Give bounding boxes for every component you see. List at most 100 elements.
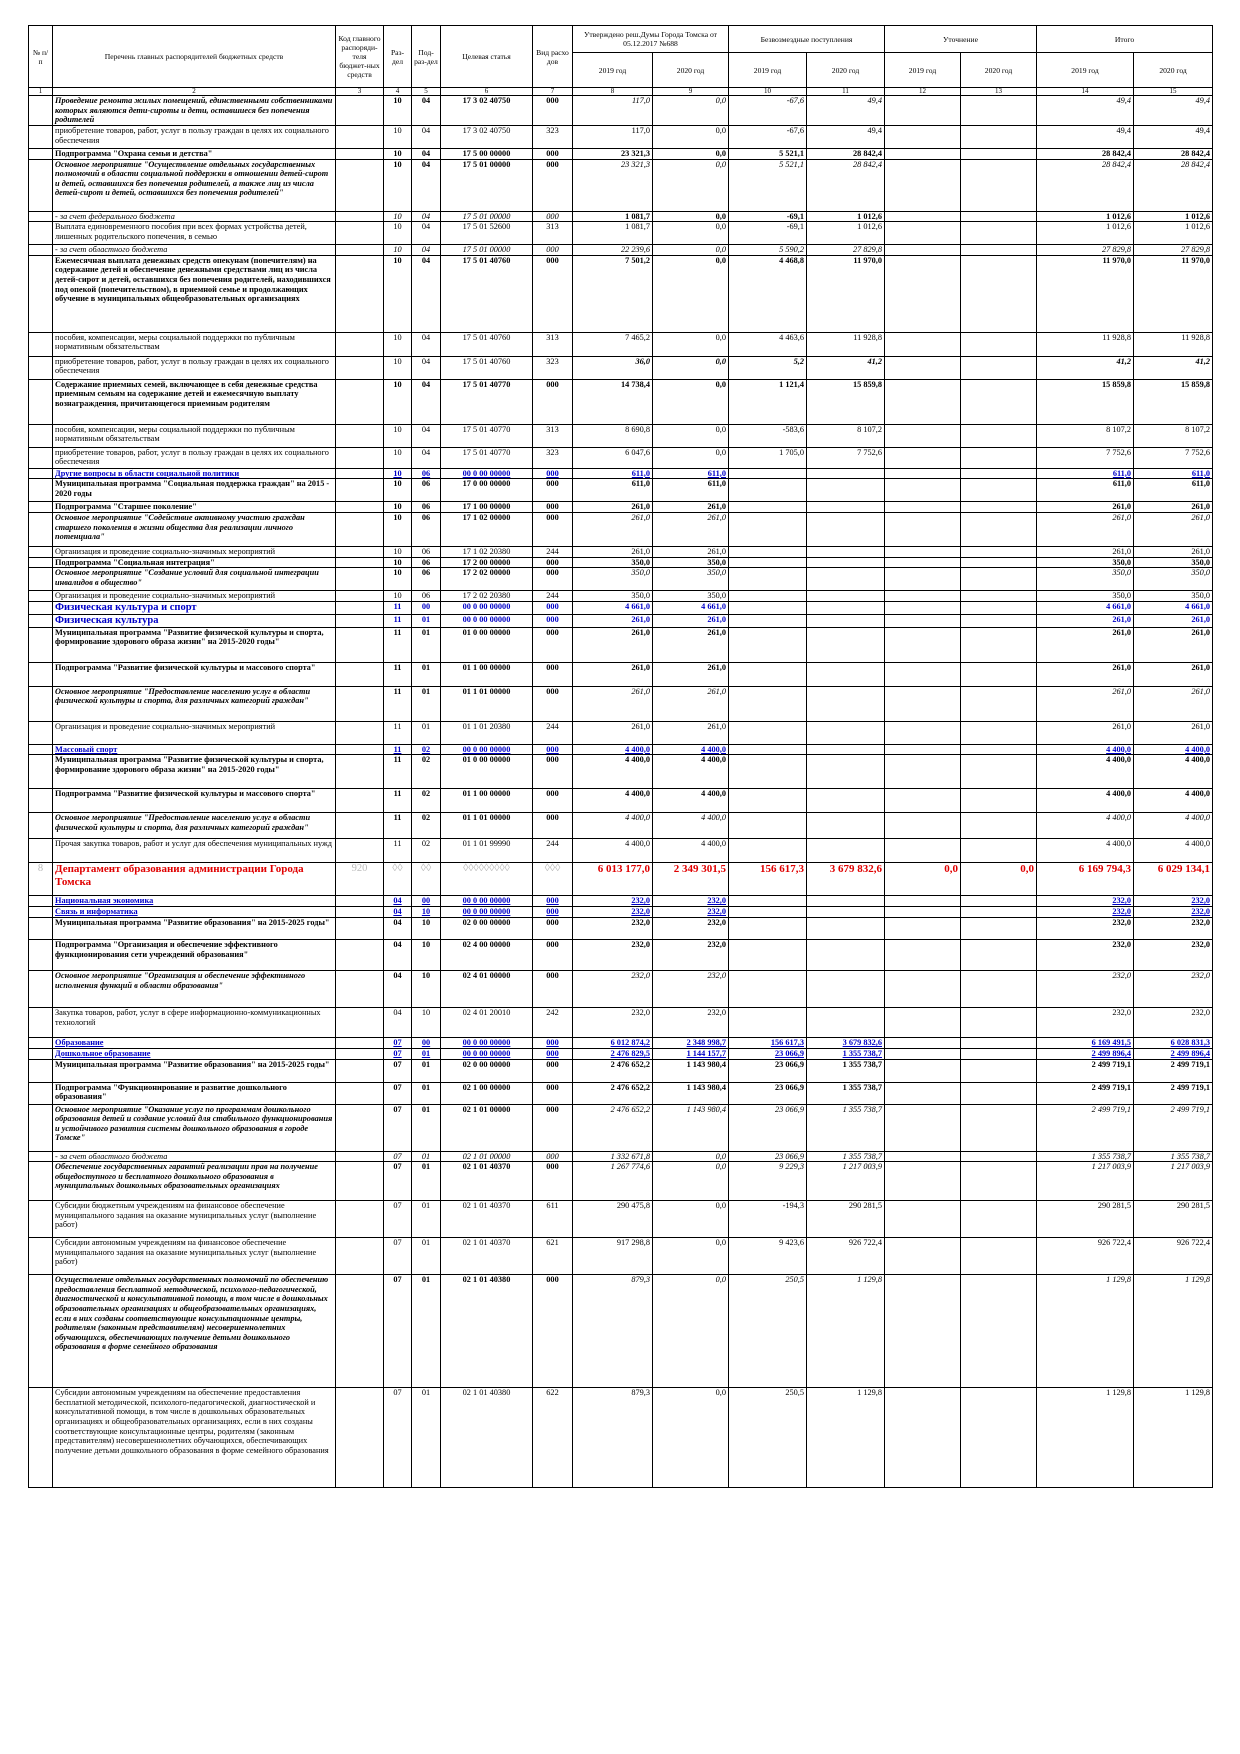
section: 07 [383,1081,412,1105]
total-2020: 611,0 [1133,478,1214,503]
target-article: 17 5 01 00000 [440,210,533,223]
grants-2020 [805,661,886,687]
target-article: 02 1 01 00000 [440,1103,533,1152]
grants-2019 [728,501,807,513]
item-name: Организация и проведение социально-значи… [52,720,336,745]
target-article: 00 0 00 00000 [440,467,533,480]
adjustment-2020 [960,1047,1038,1060]
total-2019: 4 661,0 [1036,600,1135,615]
grants-2020: 49,4 [805,95,886,126]
approved-2019: 350,0 [572,590,653,602]
grants-2020 [805,720,886,745]
total-2020: 232,0 [1133,969,1214,1008]
grants-2019 [728,661,807,687]
header-cell: Код главного распоряди-теля бюджет-ных с… [335,25,384,88]
grants-2020 [805,478,886,503]
grants-2020: 290 281,5 [805,1200,886,1239]
grants-2020: 926 722,4 [805,1237,886,1276]
adjustment-2020 [960,916,1038,940]
target-article: 17 5 01 00000 [440,244,533,256]
target-article: 00 0 00 00000 [440,743,533,756]
total-2020: 1 217 003,9 [1133,1161,1214,1202]
table-row: Подпрограмма "Социальная интеграция" 10 06… [28,556,1214,569]
expense-kind: 000 [532,812,573,840]
manager-code [335,1161,384,1202]
section: 10 [383,355,412,380]
subsection: 01 [411,1161,441,1202]
adjustment-2020 [960,626,1038,663]
table-row: Национальная экономика 04 00 00 0 00 00000 0… [28,895,1214,908]
approved-2019: 232,0 [572,1006,653,1038]
target-article: 17 2 00 00000 [440,556,533,569]
grants-2020 [805,1006,886,1038]
grants-2019: -69,1 [728,210,807,223]
item-name: Основное мероприятие "Предоставление нас… [52,685,336,722]
adjustment-2019 [884,969,962,1008]
approved-2020: 0,0 [652,1237,729,1276]
adjustment-2019 [884,1036,962,1049]
adjustment-2020 [960,1150,1038,1163]
grants-2019 [728,567,807,592]
item-name: Подпрограмма "Охрана семьи и детства" [52,148,336,160]
item-name: Подпрограмма "Функционирование и развити… [52,1081,336,1105]
approved-2019: 879,3 [572,1274,653,1389]
adjustment-2019 [884,895,962,908]
table-row: пособия, компенсации, меры социальной по… [28,423,1214,448]
section: 07 [383,1103,412,1152]
subsection: 02 [411,788,441,814]
adjustment-2019 [884,158,962,212]
table-row: Основное мероприятие "Оказание услуг по … [28,1103,1214,1152]
expense-kind: 000 [532,511,573,547]
total-2020: 2 499 719,1 [1133,1103,1214,1152]
adjustment-2019 [884,254,962,333]
adjustment-2019 [884,556,962,569]
subsection: 04 [411,355,441,380]
adjustment-2019 [884,1161,962,1202]
subsection: 02 [411,838,441,864]
adjustment-2019 [884,148,962,160]
item-name: Основное мероприятие "Предоставление нас… [52,812,336,840]
total-2020: 4 400,0 [1133,743,1214,756]
subsection: 04 [411,423,441,448]
grants-2020: 3 679 832,6 [805,862,886,897]
adjustment-2020 [960,545,1038,558]
grants-2020: 11 970,0 [805,254,886,333]
adjustment-2020 [960,600,1038,615]
grants-2020: 41,2 [805,355,886,380]
subsection: 01 [411,613,441,628]
approved-2020: 1 143 980,4 [652,1103,729,1152]
grants-2019: 5 590,2 [728,244,807,256]
expense-kind: 000 [532,1036,573,1049]
item-name: Муниципальная программа "Развитие образо… [52,1058,336,1083]
total-2019: 49,4 [1036,125,1135,149]
row-number [28,1058,53,1083]
subsection: 06 [411,545,441,558]
approved-2020: 0,0 [652,244,729,256]
adjustment-2019 [884,125,962,149]
table-row: Подпрограмма "Функционирование и развити… [28,1081,1214,1105]
grants-2019: 156 617,3 [728,1036,807,1049]
adjustment-2020 [960,478,1038,503]
adjustment-2020 [960,158,1038,212]
total-2020: 232,0 [1133,895,1214,908]
total-2020: 350,0 [1133,590,1214,602]
grants-2020: 1 355 738,7 [805,1081,886,1105]
item-name: Физическая культура [52,613,336,628]
manager-code [335,556,384,569]
total-2019: 261,0 [1036,511,1135,547]
approved-2019: 6 013 177,0 [572,862,653,897]
section: 10 [383,244,412,256]
grants-2020: 1 217 003,9 [805,1161,886,1202]
adjustment-2020 [960,969,1038,1008]
approved-2019: 36,0 [572,355,653,380]
grants-2019 [728,916,807,940]
adjustment-2019 [884,906,962,918]
expense-kind: 000 [532,95,573,126]
grants-2020 [805,556,886,569]
total-2020: 232,0 [1133,916,1214,940]
manager-code [335,478,384,503]
item-name: Основное мероприятие "Оказание услуг по … [52,1103,336,1152]
approved-2019: 232,0 [572,969,653,1008]
table-row: Субсидии автономным учреждениям на обесп… [28,1387,1214,1489]
column-number: 2 [52,87,336,96]
